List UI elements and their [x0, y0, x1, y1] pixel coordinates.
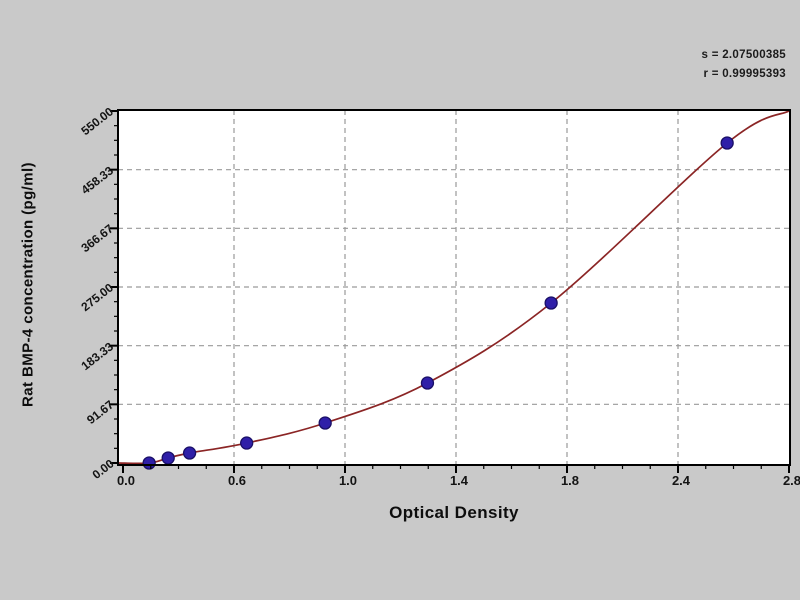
x-tick-label: 1.0 [338, 473, 358, 488]
data-point [420, 376, 435, 390]
data-point [182, 446, 197, 460]
data-point [142, 456, 156, 470]
fit-stat-s: s = 2.07500385 [701, 49, 786, 61]
x-tick-label: 1.8 [560, 473, 580, 488]
x-tick-label: 1.4 [449, 473, 469, 488]
data-point [161, 451, 175, 465]
x-tick-label: 2.4 [671, 473, 691, 488]
fit-statistics: s = 2.07500385 r = 0.99995393 [702, 46, 786, 84]
data-point [720, 136, 734, 150]
x-tick-label: 0.0 [116, 473, 136, 488]
x-tick-label: 2.8 [782, 473, 800, 488]
x-axis-title: Optical Density [389, 503, 519, 522]
data-point [318, 416, 332, 430]
data-point [240, 436, 254, 450]
x-tick-label: 0.6 [227, 473, 247, 488]
fit-stat-r: r = 0.99995393 [703, 68, 786, 80]
data-point [544, 296, 558, 310]
